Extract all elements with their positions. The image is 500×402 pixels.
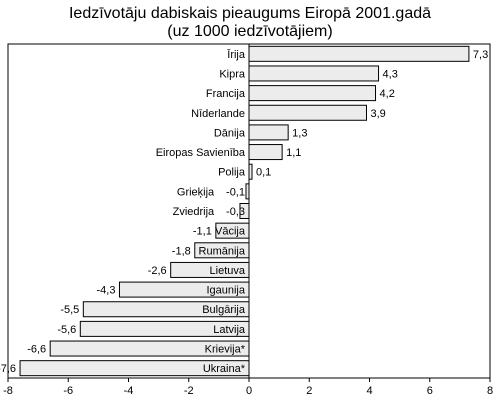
category-label: Latvija [213,324,246,336]
value-label: -1,8 [172,245,191,257]
value-label: 7,3 [473,49,488,61]
category-label: Dānija [214,127,246,139]
value-label: 3,9 [370,108,385,120]
bar [248,85,377,102]
x-tick-label: -2 [184,385,194,397]
category-label: Bulgārija [202,304,246,316]
value-label: -5,5 [60,304,79,316]
category-label: Lietuva [210,265,246,277]
category-label: Igaunija [206,285,245,297]
category-label: Īrija [227,49,246,61]
value-label: -2,6 [148,265,167,277]
category-label: Krievija* [205,344,246,356]
x-tick-label: -4 [124,385,134,397]
x-tick-label: 0 [246,385,252,397]
category-label: Kipra [219,68,246,80]
x-tick-label: 8 [487,385,493,397]
value-label: -7,6 [0,363,16,375]
bar [248,45,470,62]
category-label: Francija [206,88,246,100]
category-label: Grieķija [177,186,215,198]
value-label: -4,3 [96,285,115,297]
chart-title: Iedzīvotāju dabiskais pieaugums Eiropā 2… [68,5,432,22]
chart-subtitle: (uz 1000 iedzīvotājiem) [167,23,333,40]
category-label: Rumānija [199,245,246,257]
value-label: -6,6 [27,344,46,356]
value-label: -0,3 [226,206,245,218]
x-tick-label: -6 [63,385,73,397]
x-tick-label: 2 [306,385,312,397]
value-label: -0,1 [226,186,245,198]
x-tick-label: 6 [427,385,433,397]
value-label: -1,1 [193,226,212,238]
category-label: Vācija [215,226,246,238]
value-label: 4,3 [383,68,398,80]
value-label: 1,3 [292,127,307,139]
x-tick-label: -8 [3,385,13,397]
category-label: Eiropas Savienība [156,147,246,159]
category-label: Zviedrija [173,206,215,218]
value-label: -5,6 [57,324,76,336]
bar [248,124,289,141]
bar [248,104,367,121]
value-label: 1,1 [286,147,301,159]
category-label: Nīderlande [191,108,245,120]
category-label: Ukraina* [203,363,246,375]
value-label: 4,2 [380,88,395,100]
value-label: 0,1 [256,167,271,179]
category-label: Polija [218,167,246,179]
bar [248,65,380,82]
x-tick-label: 4 [366,385,372,397]
bar [248,144,283,161]
